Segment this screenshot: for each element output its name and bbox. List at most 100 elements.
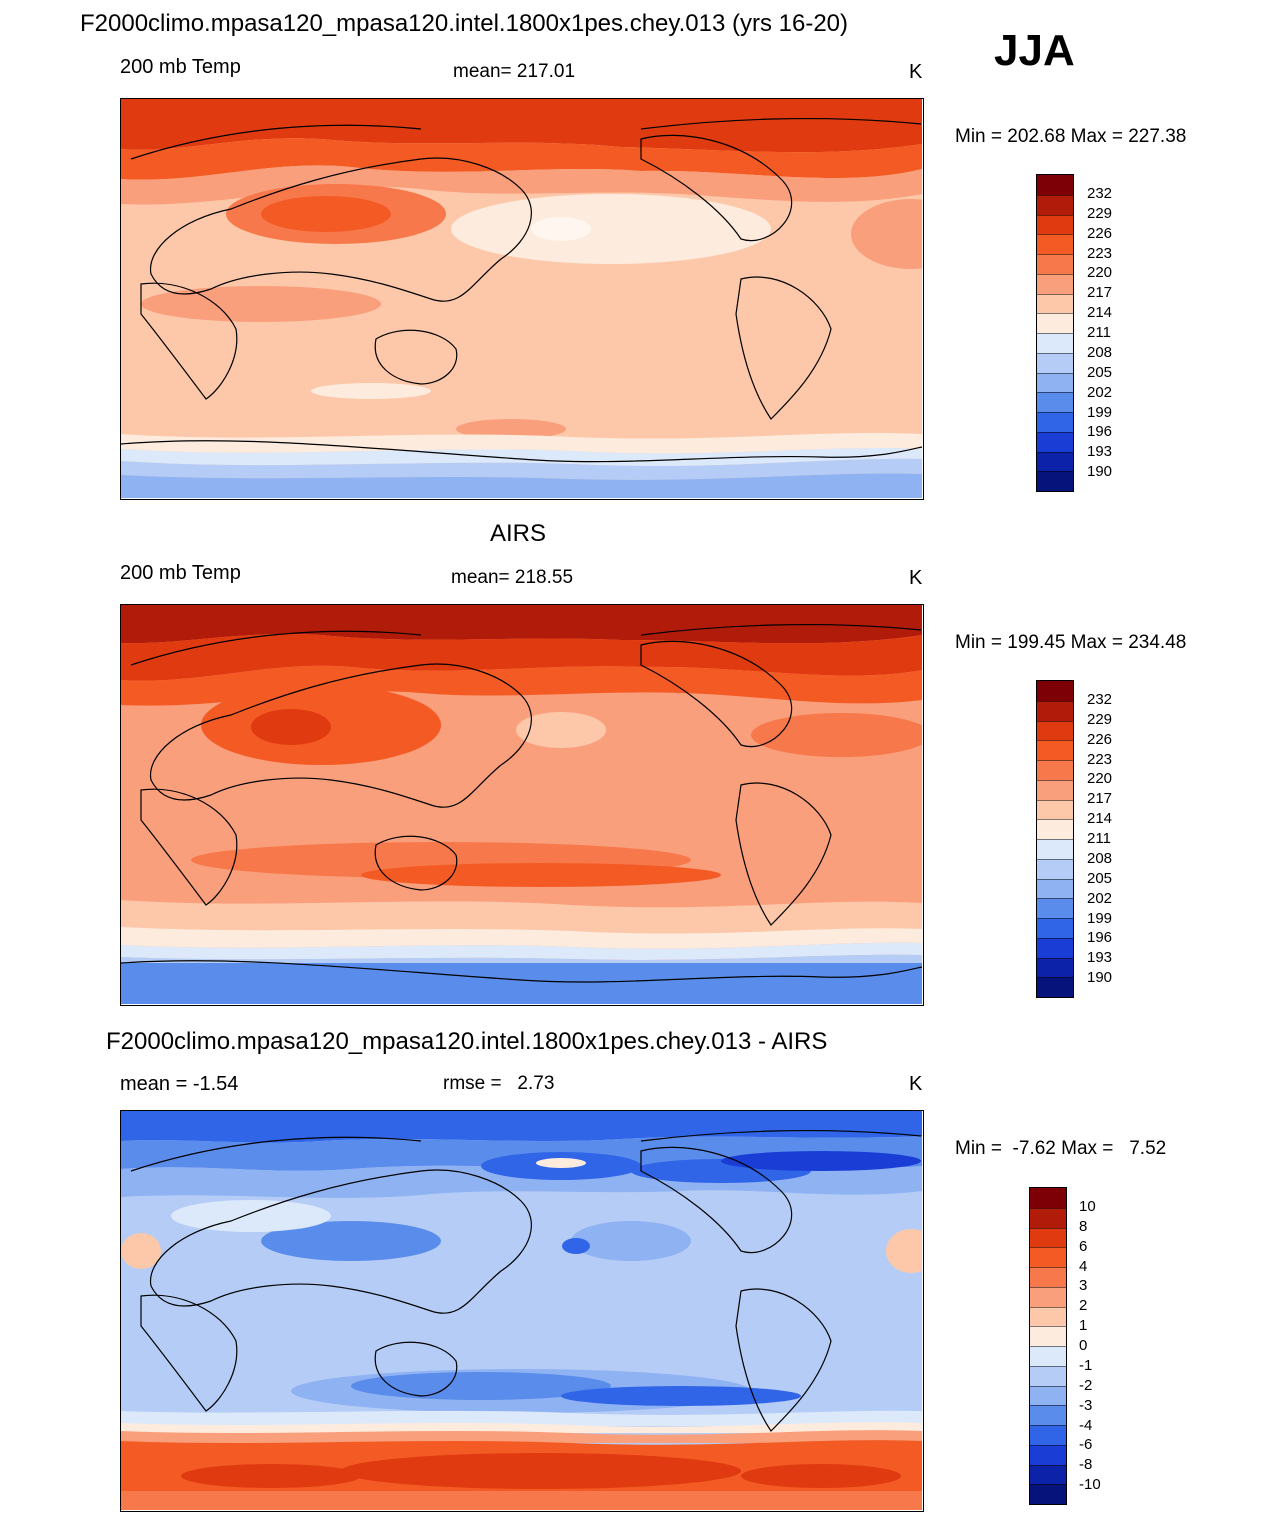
colorbar-segment [1037, 333, 1073, 353]
colorbar-segment [1030, 1405, 1066, 1425]
colorbar-tick-label: -1 [1079, 1356, 1093, 1374]
panel-diff-map-svg [121, 1111, 922, 1510]
colorbar-segment [1030, 1385, 1066, 1406]
colorbar-tick-label: 220 [1087, 264, 1113, 282]
colorbar-segment [1037, 937, 1073, 958]
colorbar-tick-label: 205 [1087, 363, 1113, 381]
colorbar-segment [1037, 214, 1073, 235]
colorbar-segment [1037, 254, 1073, 274]
panel-diff-title: F2000climo.mpasa120_mpasa120.intel.1800x… [106, 1028, 828, 1055]
colorbar-tick-label: 229 [1087, 204, 1113, 222]
colorbar-segment [1037, 175, 1073, 195]
panel-diff-colorbar [1029, 1187, 1067, 1505]
colorbar-tick-label: 220 [1087, 770, 1113, 788]
colorbar-tick-label: 202 [1087, 889, 1113, 907]
figure-title: F2000climo.mpasa120_mpasa120.intel.1800x… [80, 10, 849, 37]
colorbar-segment [1037, 720, 1073, 741]
colorbar-tick-label: -8 [1079, 1456, 1093, 1474]
panel-obs-mean: mean= 218.55 [451, 567, 574, 588]
colorbar-tick-label: 232 [1087, 690, 1113, 708]
colorbar-segment [1030, 1346, 1066, 1366]
colorbar-segment [1030, 1484, 1066, 1504]
colorbar-tick-label: 208 [1087, 343, 1113, 361]
panel-model-left-label: 200 mb Temp [120, 56, 241, 78]
colorbar-tick-label: 3 [1079, 1277, 1088, 1295]
colorbar-tick-label: 211 [1087, 324, 1111, 341]
colorbar-tick-label: -6 [1079, 1436, 1093, 1454]
colorbar-segment [1030, 1188, 1066, 1208]
panel-diff-map [120, 1110, 924, 1512]
panel-obs-colorbar [1036, 680, 1074, 998]
colorbar-segment [1037, 858, 1073, 879]
colorbar-segment [1030, 1286, 1066, 1307]
colorbar-tick-label: 199 [1087, 909, 1113, 927]
panel-model-minmax: Min = 202.68 Max = 227.38 [955, 126, 1187, 147]
colorbar-segment [1030, 1267, 1066, 1287]
panel-model-map-svg [121, 99, 922, 498]
colorbar-tick-label: 8 [1079, 1217, 1088, 1235]
colorbar-tick-label: 193 [1087, 443, 1113, 461]
colorbar-segment [1030, 1207, 1066, 1228]
colorbar-tick-label: 1 [1079, 1317, 1088, 1335]
colorbar-tick-label: -3 [1079, 1396, 1093, 1414]
colorbar-tick-label: 196 [1087, 929, 1113, 947]
colorbar-segment [1037, 313, 1073, 333]
colorbar-segment [1037, 878, 1073, 899]
panel-model-colorbar-ticks: 232 229 226 223 220 217 214 211 208 205 202 199 196 1… [1087, 174, 1147, 492]
colorbar-segment [1030, 1306, 1066, 1327]
colorbar-segment [1030, 1326, 1066, 1346]
colorbar-tick-label: 226 [1087, 224, 1113, 242]
season-label: JJA [994, 26, 1075, 75]
colorbar-tick-label: 193 [1087, 949, 1113, 967]
colorbar-segment [1030, 1365, 1066, 1386]
panel-obs-map [120, 604, 924, 1006]
colorbar-tick-label: 214 [1087, 304, 1113, 322]
panel-obs-left-label: 200 mb Temp [120, 562, 241, 584]
colorbar-segment [1037, 918, 1073, 938]
colorbar-segment [1030, 1464, 1066, 1485]
colorbar-tick-label: 190 [1087, 463, 1113, 481]
colorbar-segment [1037, 372, 1073, 393]
colorbar-tick-label: 211 [1087, 830, 1111, 847]
panel-diff-units: K [909, 1073, 923, 1095]
colorbar-tick-label: 196 [1087, 423, 1113, 441]
colorbar-segment [1030, 1444, 1066, 1465]
colorbar-tick-label: 217 [1087, 284, 1113, 302]
colorbar-tick-label: 229 [1087, 710, 1113, 728]
panel-diff-rmse: rmse = 2.73 [443, 1073, 555, 1094]
colorbar-tick-label: 4 [1079, 1257, 1088, 1275]
panel-obs-minmax: Min = 199.45 Max = 234.48 [955, 632, 1187, 653]
colorbar-segment [1037, 760, 1073, 780]
colorbar-segment [1037, 819, 1073, 839]
colorbar-segment [1037, 681, 1073, 701]
colorbar-tick-label: 0 [1079, 1337, 1088, 1354]
colorbar-tick-label: 223 [1087, 244, 1113, 262]
colorbar-segment [1037, 957, 1073, 978]
colorbar-tick-label: -4 [1079, 1416, 1093, 1434]
colorbar-tick-label: -2 [1079, 1376, 1093, 1394]
colorbar-segment [1037, 898, 1073, 918]
colorbar-tick-label: 223 [1087, 750, 1113, 768]
panel-model-units: K [909, 61, 923, 83]
colorbar-tick-label: 205 [1087, 869, 1113, 887]
colorbar-segment [1037, 273, 1073, 294]
colorbar-segment [1037, 700, 1073, 721]
colorbar-segment [1037, 293, 1073, 314]
colorbar-segment [1037, 451, 1073, 472]
colorbar-tick-label: 208 [1087, 849, 1113, 867]
panel-diff-colorbar-ticks: 10 8 6 4 3 2 1 0 -1 -2 -3 -4 -6 -8 -10 [1079, 1187, 1139, 1505]
colorbar-tick-label: 190 [1087, 969, 1113, 987]
colorbar-tick-label: 10 [1079, 1197, 1096, 1215]
colorbar-tick-label: 232 [1087, 184, 1113, 202]
colorbar-tick-label: 6 [1079, 1237, 1088, 1255]
colorbar-segment [1030, 1425, 1066, 1445]
panel-obs-colorbar-ticks: 232 229 226 223 220 217 214 211 208 205 202 199 196 1… [1087, 680, 1147, 998]
panel-model-colorbar [1036, 174, 1074, 492]
colorbar-segment [1037, 740, 1073, 760]
panel-diff-minmax: Min = -7.62 Max = 7.52 [955, 1138, 1167, 1159]
colorbar-segment [1037, 352, 1073, 373]
colorbar-segment [1037, 977, 1073, 997]
colorbar-segment [1037, 234, 1073, 254]
panel-obs-map-svg [121, 605, 922, 1004]
colorbar-segment [1037, 412, 1073, 432]
